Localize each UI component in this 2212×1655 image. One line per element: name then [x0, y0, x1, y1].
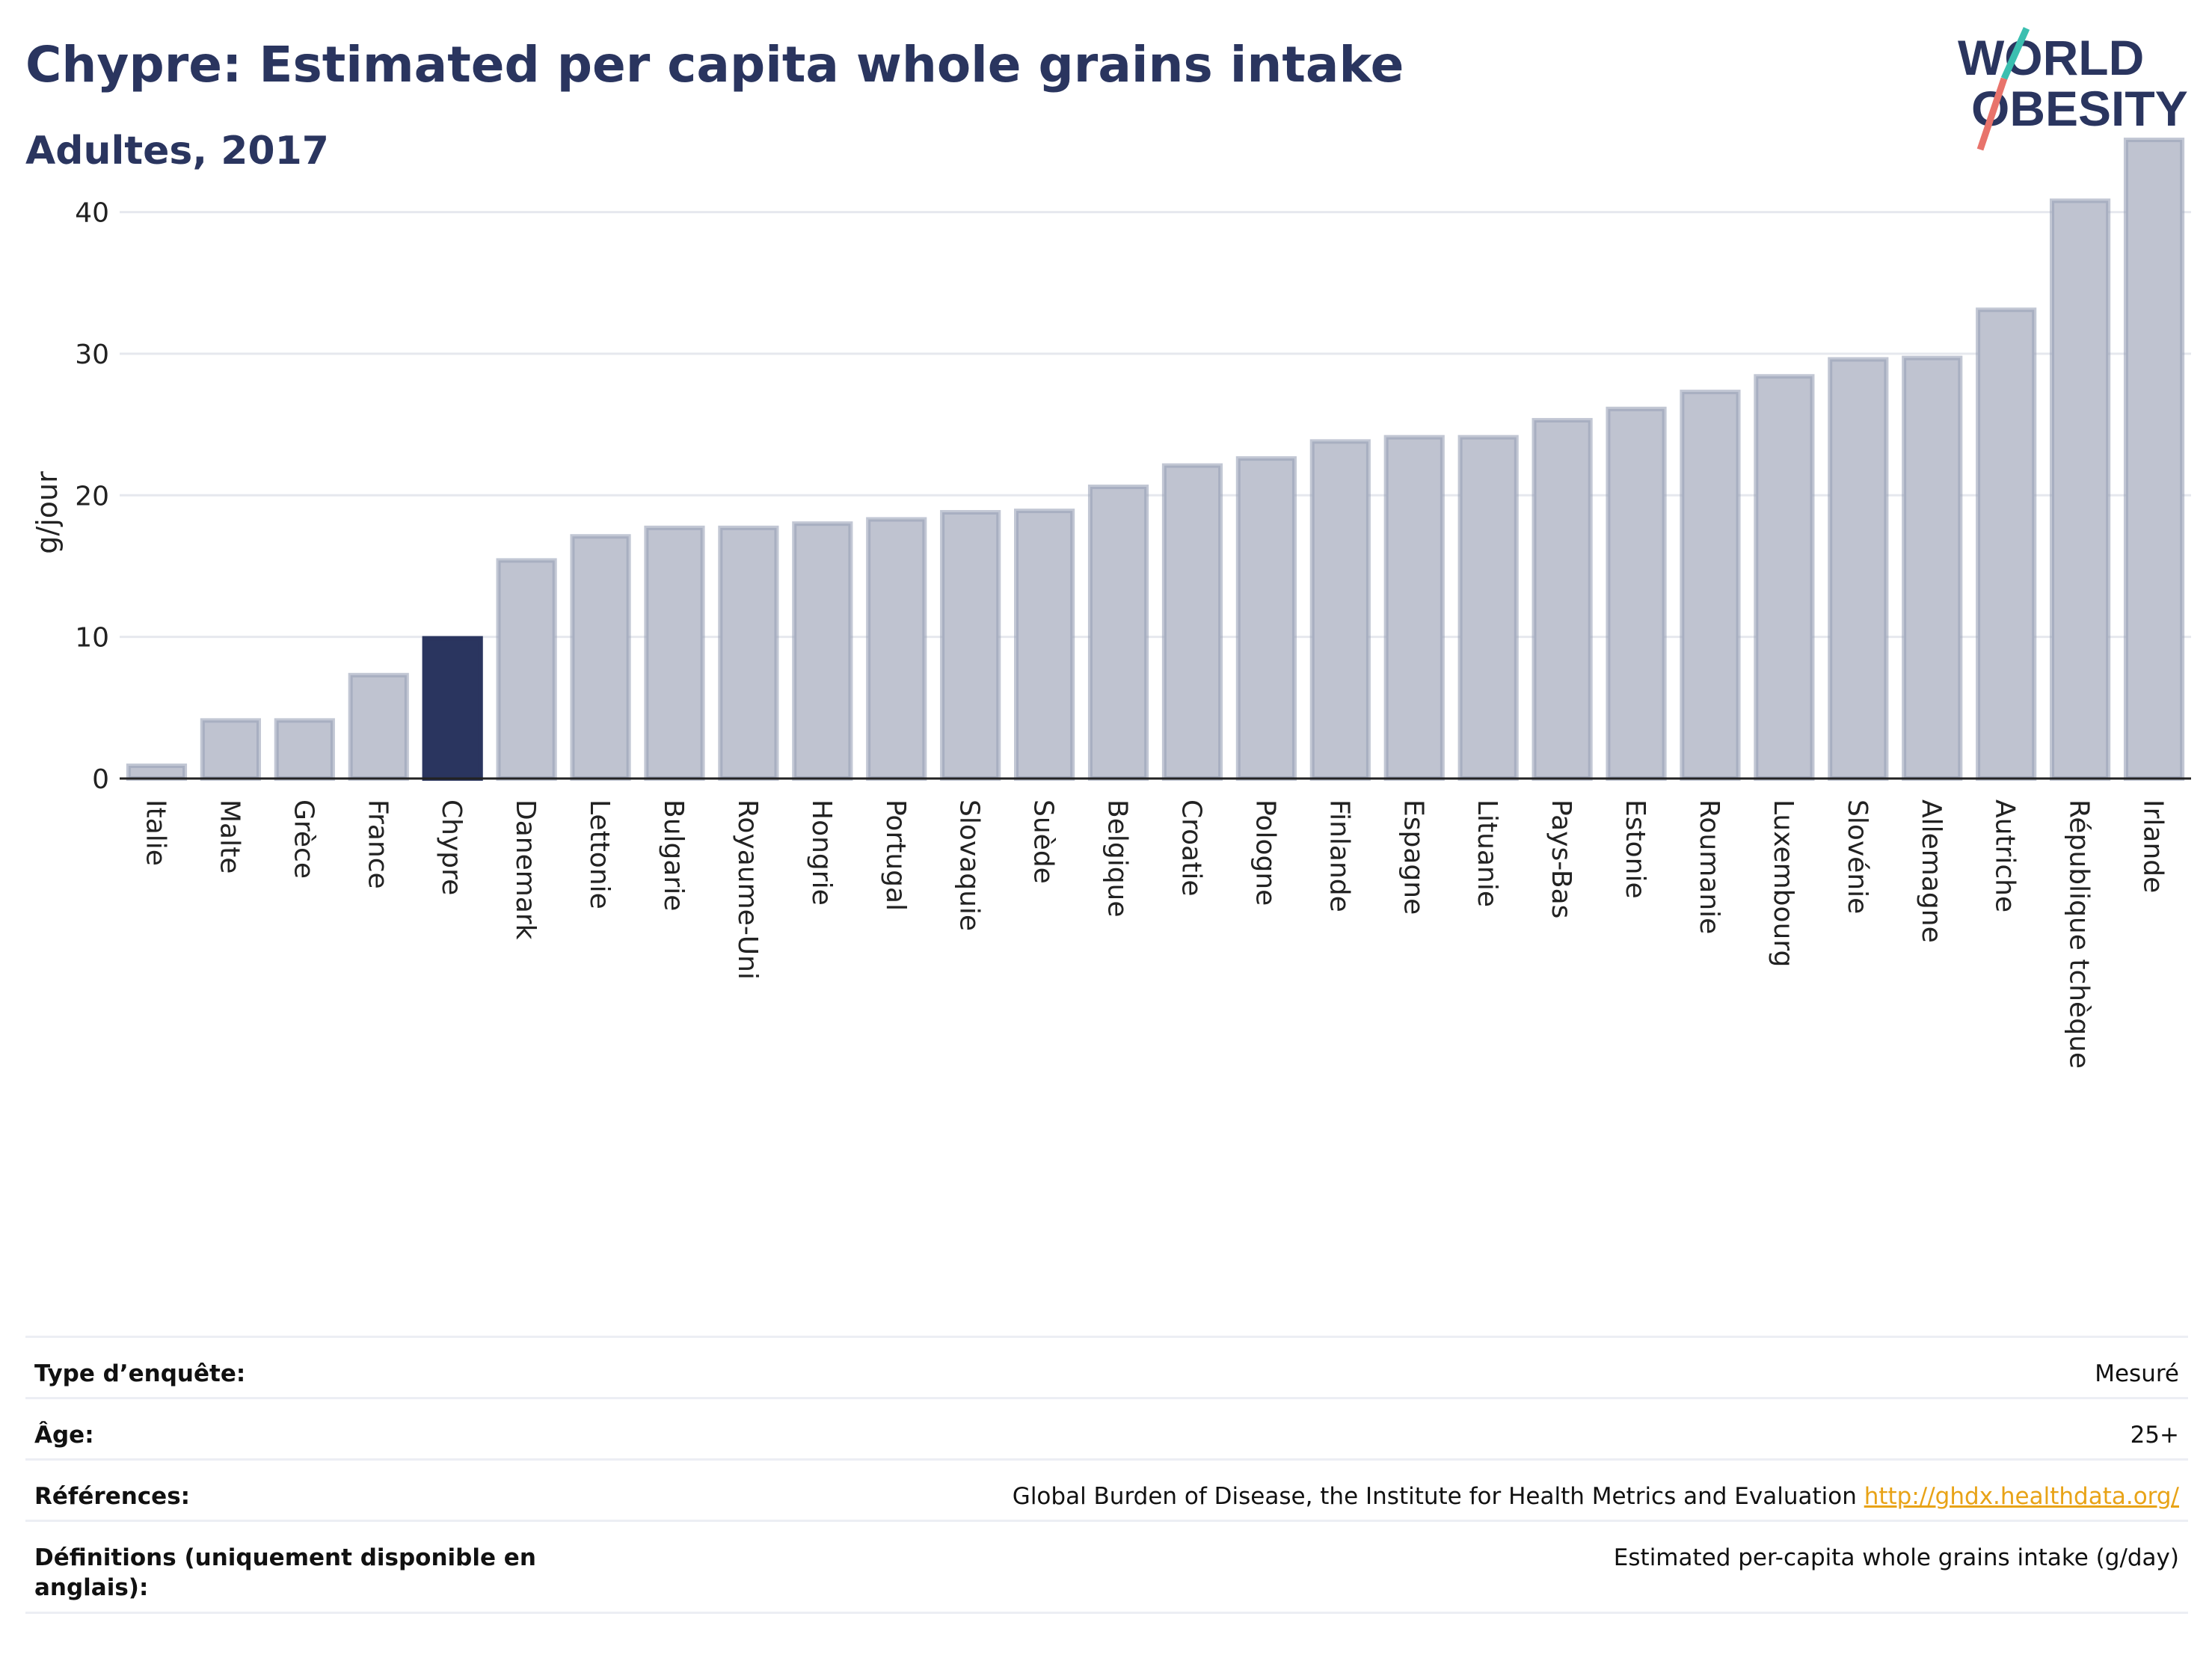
x-tick-label: Royaume-Uni — [732, 799, 763, 980]
logo-line2: OBESITY — [1971, 81, 2188, 136]
x-tick-label: Pologne — [1250, 799, 1280, 906]
info-table: Type d’enquête: Mesuré Âge: 25+ Référenc… — [25, 1336, 2188, 1614]
bar — [1309, 439, 1371, 781]
logo-slash-coral — [1976, 77, 2008, 151]
bar — [1828, 357, 1889, 781]
y-tick-label: 40 — [75, 198, 109, 229]
y-tick-label: 30 — [75, 340, 109, 370]
bar — [866, 517, 927, 781]
bar — [348, 672, 409, 781]
bar — [1680, 390, 1741, 781]
bar — [1754, 374, 1815, 781]
info-label: Définitions (uniquement disponible en an… — [34, 1544, 536, 1602]
x-tick-label: Roumanie — [1694, 799, 1724, 934]
x-tick-label: Lettonie — [584, 799, 615, 909]
info-row-references: Références: Global Burden of Disease, th… — [25, 1458, 2188, 1520]
x-tick-label: Irlande — [2138, 799, 2169, 893]
info-row-definitions: Définitions (uniquement disponible en an… — [25, 1520, 2188, 1614]
x-tick-label: République tchèque — [2064, 799, 2095, 1069]
bar — [200, 718, 261, 781]
bar — [1087, 484, 1149, 781]
logo-line1: WORLD — [1958, 30, 2144, 85]
y-tick-label: 10 — [75, 623, 109, 654]
info-label: Âge: — [34, 1422, 94, 1449]
bar — [2123, 138, 2185, 781]
bar — [1383, 435, 1445, 781]
reference-link[interactable]: http://ghdx.healthdata.org/ — [1864, 1483, 2179, 1510]
bar — [1976, 307, 2037, 782]
info-value: Mesuré — [2095, 1360, 2179, 1387]
bar — [940, 510, 1001, 781]
info-label: Références: — [34, 1483, 191, 1510]
y-axis-label: g/jour — [31, 471, 64, 554]
x-tick-label: Slovaquie — [954, 799, 985, 931]
bar-chart: 0 10 20 30 40 g/jour Italie Malte Grèce France Chy… — [31, 138, 2191, 1069]
bar — [422, 636, 483, 781]
x-tick-label: Luxembourg — [1768, 799, 1798, 967]
bar — [570, 534, 631, 781]
x-tick-label: France — [362, 799, 393, 889]
bar — [1902, 355, 1963, 781]
x-tick-label: Danemark — [510, 799, 541, 940]
x-tick-label: Finlande — [1324, 799, 1354, 912]
x-tick-label: Grèce — [288, 799, 319, 879]
bar — [496, 558, 557, 781]
x-tick-label: Croatie — [1176, 799, 1206, 897]
bar — [792, 521, 853, 781]
x-tick-label: Chypre — [436, 799, 467, 895]
x-tick-label: Italie — [140, 799, 170, 866]
bar — [1606, 406, 1667, 781]
world-obesity-logo: WORLD OBESITY — [1958, 27, 2188, 151]
x-tick-label: Autriche — [1990, 799, 2021, 912]
x-tick-label: Slovénie — [1842, 799, 1872, 914]
chart-title: Chypre: Estimated per capita whole grain… — [25, 36, 1404, 93]
chart-subtitle: Adultes, 2017 — [25, 129, 329, 174]
info-value: 25+ — [2130, 1422, 2179, 1449]
x-tick-label: Belgique — [1102, 799, 1133, 918]
x-tick-label: Suède — [1028, 799, 1059, 884]
info-label: Type d’enquête: — [34, 1360, 246, 1387]
info-row-age: Âge: 25+ — [25, 1397, 2188, 1458]
bar — [126, 763, 188, 781]
bar — [644, 525, 705, 782]
x-tick-label: Allemagne — [1916, 799, 1947, 943]
x-tick-label: Lituanie — [1472, 799, 1502, 907]
x-tick-label: Pays-Bas — [1546, 799, 1576, 918]
x-tick-label: Hongrie — [806, 799, 837, 906]
x-tick-label: Bulgarie — [658, 799, 689, 911]
info-row-survey-type: Type d’enquête: Mesuré — [25, 1336, 2188, 1397]
bar — [1457, 435, 1519, 781]
bar — [1235, 456, 1297, 781]
info-value: Estimated per-capita whole grains intake… — [1613, 1544, 2179, 1571]
x-tick-label: Portugal — [880, 799, 911, 911]
bar — [274, 718, 335, 781]
x-tick-label: Estonie — [1620, 799, 1650, 899]
y-tick-label: 0 — [92, 764, 109, 795]
bar — [2050, 198, 2111, 781]
info-value: Global Burden of Disease, the Institute … — [1013, 1481, 2179, 1511]
reference-text: Global Burden of Disease, the Institute … — [1012, 1483, 1857, 1510]
x-tick-label: Espagne — [1398, 799, 1428, 915]
y-tick-label: 20 — [75, 481, 109, 512]
bar — [1014, 509, 1075, 782]
x-tick-label: Malte — [214, 799, 245, 873]
bar — [1161, 463, 1223, 782]
logo-slash-teal — [2000, 27, 2030, 80]
bar — [718, 525, 779, 782]
bar — [1531, 417, 1593, 781]
